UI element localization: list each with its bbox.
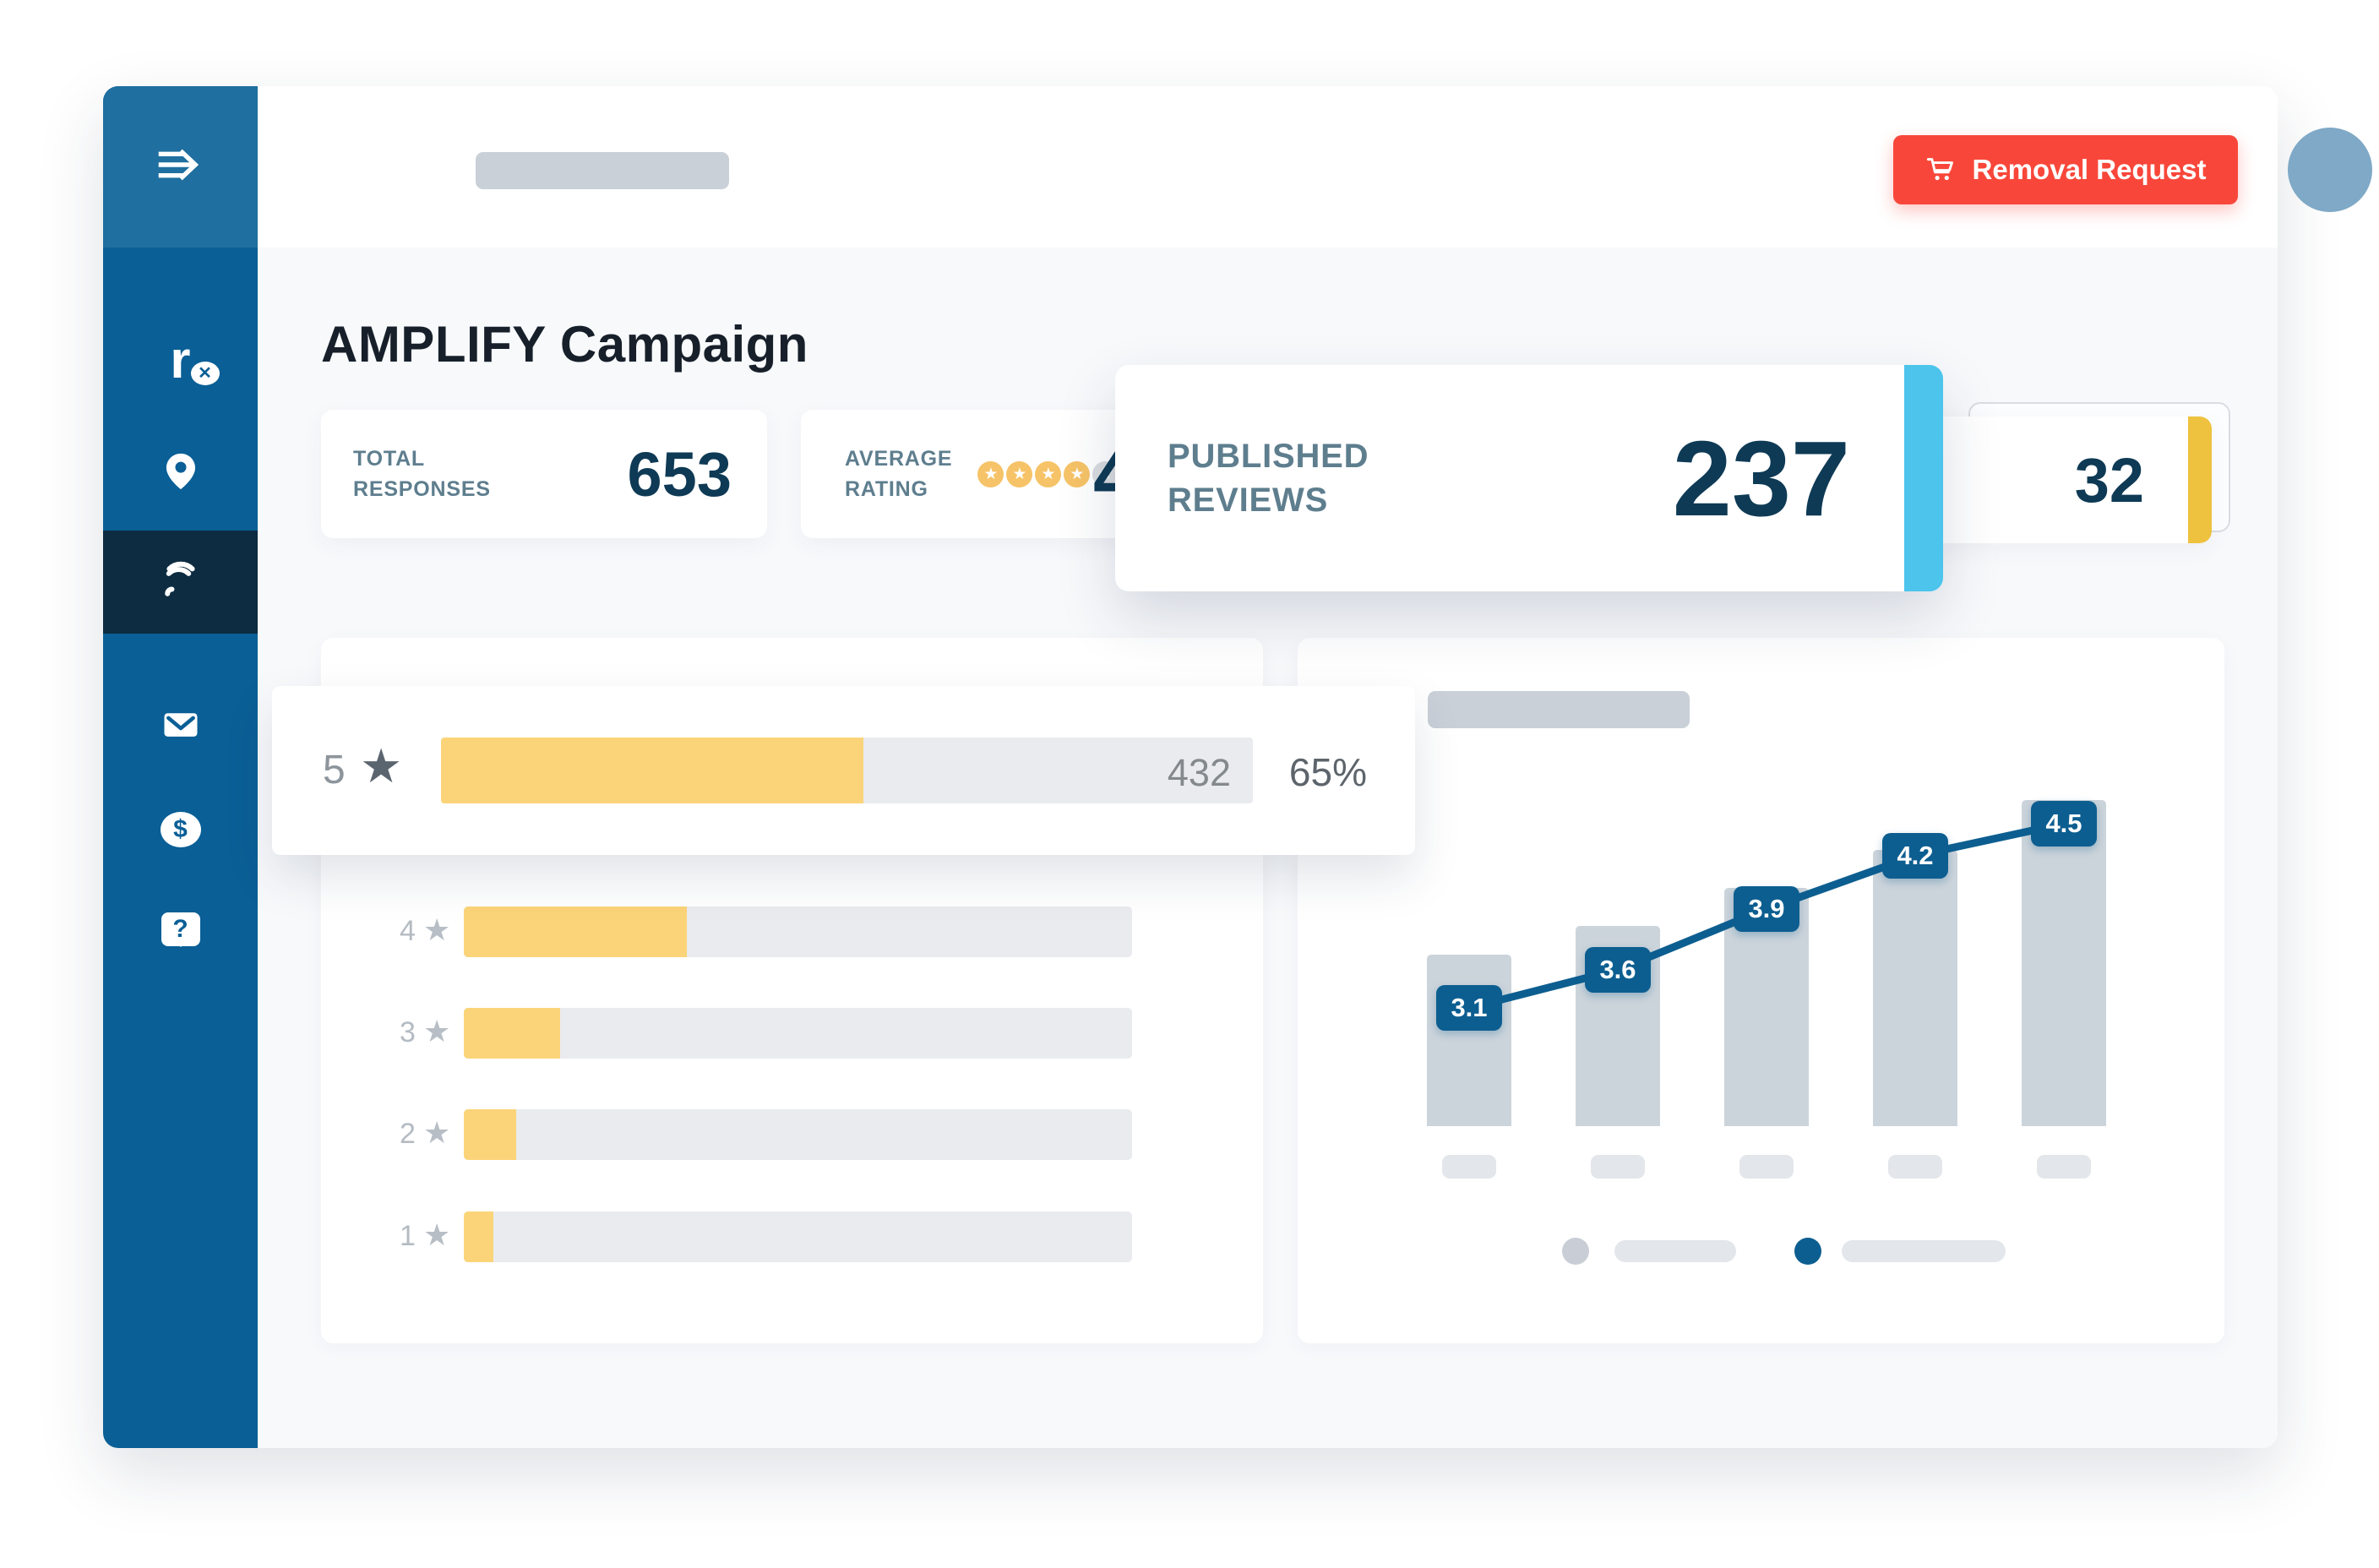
rating-bar-track (464, 906, 1132, 957)
rating-bar-track (464, 1109, 1132, 1160)
star-filled-icon: ★ (1064, 460, 1091, 487)
data-point-label: 3.6 (1585, 947, 1651, 993)
gold-accent-strip (2188, 416, 2212, 543)
sidebar-item-campaigns[interactable] (103, 531, 258, 634)
chart-title-placeholder (1428, 691, 1690, 728)
total-responses-value: 653 (627, 438, 732, 509)
brand-r-icon: r ✕ (170, 335, 220, 387)
rating-row-number: 3 (400, 1016, 416, 1048)
chart-bar (1427, 955, 1511, 1126)
legend-bars-dot-icon[interactable] (1562, 1238, 1589, 1265)
average-rating-label: AVERAGE RATING (845, 446, 953, 501)
star-icon: ★ (360, 739, 403, 792)
star-icon: ★ (423, 1115, 451, 1150)
chart-bar (2022, 800, 2106, 1126)
rating-bar-track (464, 1211, 1132, 1262)
rating-bar-fill (464, 906, 688, 957)
chart-area: 3.1 3.6 3.9 4.2 4.5 (1298, 638, 2224, 1343)
sidebar-item-billing[interactable]: $ (103, 778, 258, 881)
location-pin-icon (159, 449, 203, 498)
data-point-label: 3.9 (1734, 886, 1799, 932)
x-tick-placeholder (1591, 1155, 1645, 1179)
sidebar-collapse-area[interactable] (103, 86, 258, 248)
published-reviews-value: 237 (1672, 418, 1850, 538)
rating-bar-track (464, 1008, 1132, 1059)
breadcrumb-placeholder (476, 152, 729, 189)
rating-bar-fill (464, 1109, 516, 1160)
total-responses-card[interactable]: TOTAL RESPONSES 653 (321, 410, 767, 538)
brand-x-badge-icon: ✕ (190, 362, 220, 385)
five-star-count: 432 (1167, 751, 1231, 794)
trend-chart-panel: 3.1 3.6 3.9 4.2 4.5 (1298, 638, 2224, 1343)
cart-icon (1925, 155, 1956, 185)
total-responses-label: TOTAL RESPONSES (353, 446, 491, 501)
data-point-label: 4.5 (2031, 801, 2097, 847)
cyan-accent-strip (1904, 365, 1943, 591)
five-star-percent: 65% (1288, 750, 1367, 794)
secondary-stat-value: 32 (2074, 444, 2144, 515)
published-reviews-card[interactable]: PUBLISHED REVIEWS 237 (1115, 365, 1943, 591)
rating-row-4-star: 4 ★ (321, 906, 1263, 957)
star-filled-icon: ★ (1006, 460, 1033, 487)
sidebar-item-locations[interactable] (103, 422, 258, 525)
menu-arrow-icon (156, 140, 205, 193)
legend-label-placeholder (1842, 1240, 2006, 1262)
x-tick-placeholder (1739, 1155, 1794, 1179)
x-tick-placeholder (1442, 1155, 1496, 1179)
help-icon: ? (161, 912, 200, 947)
user-avatar[interactable] (2288, 128, 2372, 212)
rating-row-number: 1 (400, 1220, 416, 1252)
page-title: AMPLIFY Campaign (321, 316, 808, 373)
top-header: Removal Request (258, 86, 2372, 248)
rating-bar-fill (464, 1211, 493, 1262)
five-star-bar-fill (441, 738, 863, 803)
star-filled-icon: ★ (1035, 460, 1062, 487)
legend-label-placeholder (1614, 1240, 1736, 1262)
five-star-highlight-card[interactable]: 5 ★ 432 65% (272, 686, 1415, 855)
dollar-icon: $ (160, 812, 201, 847)
star-icon: ★ (423, 1217, 451, 1252)
star-empty-icon: ★ (1092, 460, 1119, 487)
sidebar-item-messages[interactable] (103, 675, 258, 778)
star-icon: ★ (423, 1014, 451, 1048)
legend-line-dot-icon[interactable] (1794, 1238, 1821, 1265)
removal-request-label: Removal Request (1972, 154, 2207, 185)
published-reviews-label: PUBLISHED REVIEWS (1168, 438, 1369, 519)
x-tick-placeholder (2037, 1155, 2091, 1179)
chart-bar (1873, 850, 1957, 1126)
broadcast-icon (157, 557, 204, 608)
sidebar-item-help[interactable]: ? (103, 878, 258, 981)
data-point-label: 4.2 (1882, 833, 1948, 879)
rating-bar-fill (464, 1008, 560, 1059)
removal-request-button[interactable]: Removal Request (1893, 135, 2238, 204)
rating-row-number: 2 (400, 1118, 416, 1150)
sidebar-item-brand[interactable]: r ✕ (103, 309, 258, 412)
mail-icon (159, 703, 203, 751)
star-icon: ★ (423, 912, 451, 947)
star-filled-icon: ★ (977, 460, 1004, 487)
average-rating-stars: ★ ★ ★ ★ ★ (977, 460, 1119, 487)
rating-row-3-star: 3 ★ (321, 1008, 1263, 1059)
rating-row-1-star: 1 ★ (321, 1211, 1263, 1262)
app-window: r ✕ (103, 86, 2372, 1448)
x-tick-placeholder (1888, 1155, 1942, 1179)
data-point-label: 3.1 (1436, 985, 1502, 1031)
main-content: AMPLIFY Campaign TOTAL RESPONSES 653 AVE… (258, 248, 2278, 1448)
five-star-number: 5 (323, 748, 346, 792)
rating-row-2-star: 2 ★ (321, 1109, 1263, 1160)
rating-row-number: 4 (400, 915, 416, 947)
five-star-bar-track: 432 (441, 738, 1253, 803)
sidebar: r ✕ (103, 86, 258, 1448)
